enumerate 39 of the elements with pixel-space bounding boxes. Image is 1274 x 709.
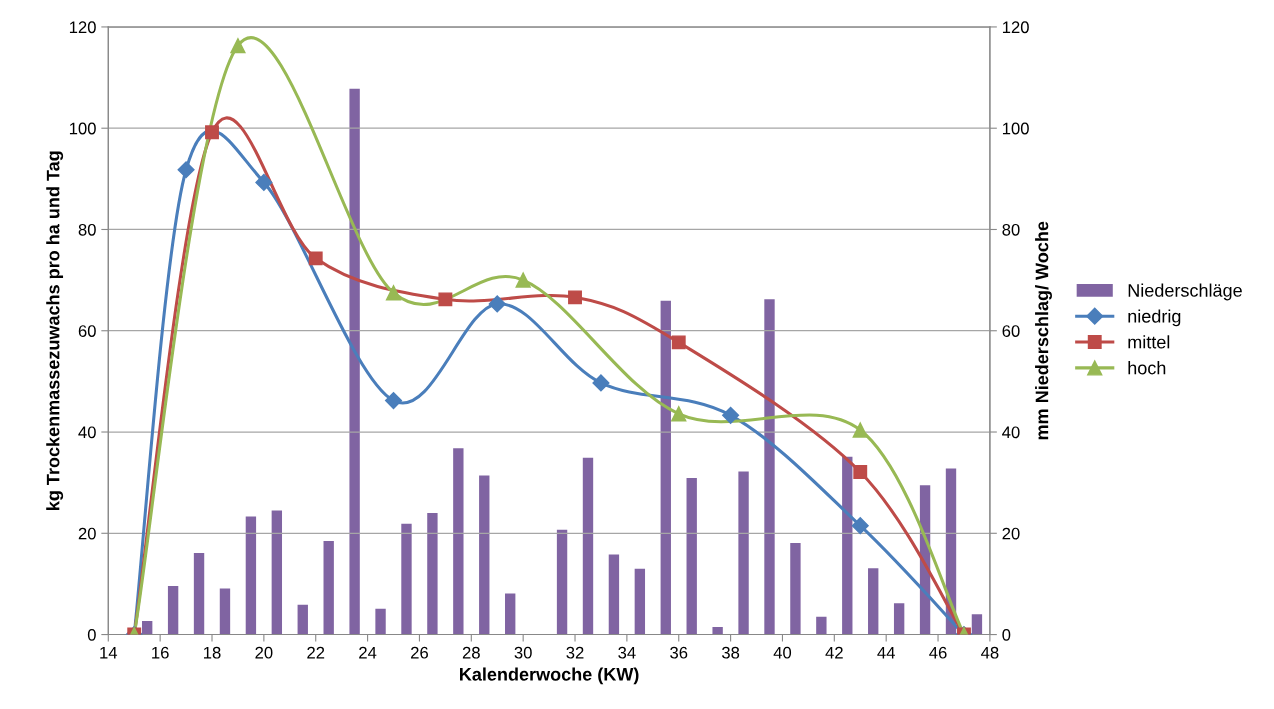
legend-label: niedrig [1128,309,1181,327]
y-tick-label: 0 [87,628,96,641]
y2-tick-label: 120 [1002,21,1029,34]
y2-tick-label: 40 [1002,426,1020,439]
x-axis-title: Kalenderwoche (KW) [460,667,639,685]
y-tick-label: 120 [69,21,96,34]
x-tick-label: 22 [307,646,325,659]
y2-tick-label: 20 [1002,527,1020,540]
x-tick-label: 44 [877,646,895,659]
x-tick-label: 14 [100,646,118,659]
y-tick-label: 100 [69,122,96,135]
x-tick-label: 34 [618,646,636,659]
x-tick-label: 46 [929,646,947,659]
x-tick-label: 38 [721,646,740,659]
x-tick-label: 36 [670,646,688,659]
x-tick-label: 18 [204,646,221,659]
y2-axis-title: mm Niederschlag/ Woche [1035,221,1052,440]
y2-tick-label: 0 [1002,628,1011,641]
y-tick-label: 40 [78,426,96,439]
legend-label: mittel [1128,335,1170,349]
y2-tick-label: 100 [1002,122,1029,135]
x-tick-label: 30 [514,646,532,659]
legend-label: hoch [1128,361,1166,375]
y-axis-title: kg Trockenmassezuwachs pro ha und Tag [46,151,64,510]
y-tick-label: 20 [78,527,96,540]
x-tick-label: 16 [152,646,169,659]
x-tick-label: 26 [411,646,428,659]
y2-tick-label: 60 [1002,325,1020,337]
y-tick-label: 60 [78,325,96,337]
x-tick-label: 24 [359,646,377,659]
x-tick-label: 32 [566,646,584,659]
x-tick-label: 48 [981,646,999,659]
x-tick-label: 40 [773,646,792,659]
x-tick-label: 20 [255,646,273,659]
x-tick-label: 42 [825,646,843,659]
y2-tick-label: 80 [1002,223,1020,236]
x-tick-label: 28 [462,646,480,659]
legend-label: Niederschläge [1128,283,1242,301]
y-tick-label: 80 [78,223,96,236]
